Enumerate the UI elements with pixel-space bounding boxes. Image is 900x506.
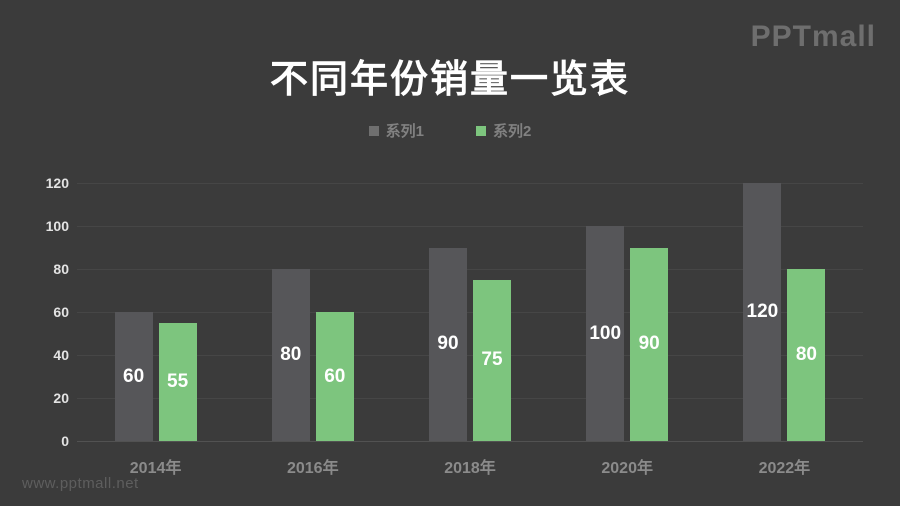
legend-swatch-series1-icon: [368, 125, 379, 136]
legend-item-series2: 系列2: [476, 120, 531, 141]
bar-series1-2022年: 120: [743, 183, 782, 441]
bar-value-label: 55: [167, 370, 189, 392]
legend-item-series1: 系列1: [368, 120, 424, 141]
y-tick-label-40: 40: [53, 347, 69, 363]
bar-series2-2016年: 60: [315, 312, 354, 441]
gridline-20: [77, 398, 863, 399]
pptmall-logo: PPTmall: [750, 20, 876, 53]
bar-series2-2018年: 75: [473, 279, 511, 441]
gridline-80: [77, 269, 863, 270]
y-tick-label-20: 20: [53, 390, 69, 406]
bar-value-label: 120: [746, 301, 779, 322]
bar-series2-2020年: 90: [630, 247, 669, 441]
gridline-40: [77, 355, 863, 356]
bar-value-label: 60: [123, 365, 145, 387]
x-tick-label-2020年: 2020年: [601, 460, 653, 477]
bar-value-label: 100: [589, 322, 622, 344]
y-tick-label-100: 100: [45, 218, 69, 234]
bar-series1-2020年: 100: [586, 226, 625, 441]
bar-value-label: 80: [795, 344, 817, 365]
bar-value-label: 90: [638, 333, 660, 355]
bar-series2-2022年: 80: [787, 269, 826, 441]
y-tick-label-80: 80: [53, 261, 69, 277]
x-axis-baseline: [77, 441, 863, 442]
watermark-url: www.pptmall.net: [22, 475, 139, 492]
plot-area: 0 20 40 60 80 100 120 60 55 80 60 90 75 100 90 120 80: [46, 175, 863, 449]
bar-series2-2014年: 55: [158, 322, 197, 441]
gridline-120: [77, 183, 863, 184]
legend-label-series2: 系列2: [493, 123, 532, 140]
x-tick-label-2022年: 2022年: [758, 460, 811, 477]
chart-title: 不同年份销量一览表: [269, 59, 630, 101]
legend-label-series1: 系列1: [385, 123, 424, 140]
y-tick-label-0: 0: [61, 433, 69, 449]
gridline-60: [77, 312, 863, 313]
legend-swatch-series2-icon: [476, 125, 486, 136]
x-tick-label-2016年: 2016年: [286, 460, 339, 477]
bar-value-label: 75: [481, 349, 503, 371]
bar-series1-2014年: 60: [114, 312, 153, 441]
bar-series1-2016年: 80: [271, 269, 310, 441]
bar-value-label: 90: [437, 333, 459, 355]
gridline-100: [77, 226, 863, 227]
x-tick-label-2018年: 2018年: [444, 460, 496, 477]
x-axis: 2014年 2016年 2018年 2020年 2022年: [77, 441, 863, 481]
chart-legend: 系列1 系列2: [0, 120, 900, 141]
x-tick-label-2014年: 2014年: [129, 460, 182, 477]
bar-value-label: 80: [280, 344, 302, 365]
y-tick-label-120: 120: [45, 175, 69, 191]
y-tick-label-60: 60: [53, 304, 69, 320]
bar-series1-2018年: 90: [429, 247, 467, 441]
bar-value-label: 60: [324, 365, 346, 387]
